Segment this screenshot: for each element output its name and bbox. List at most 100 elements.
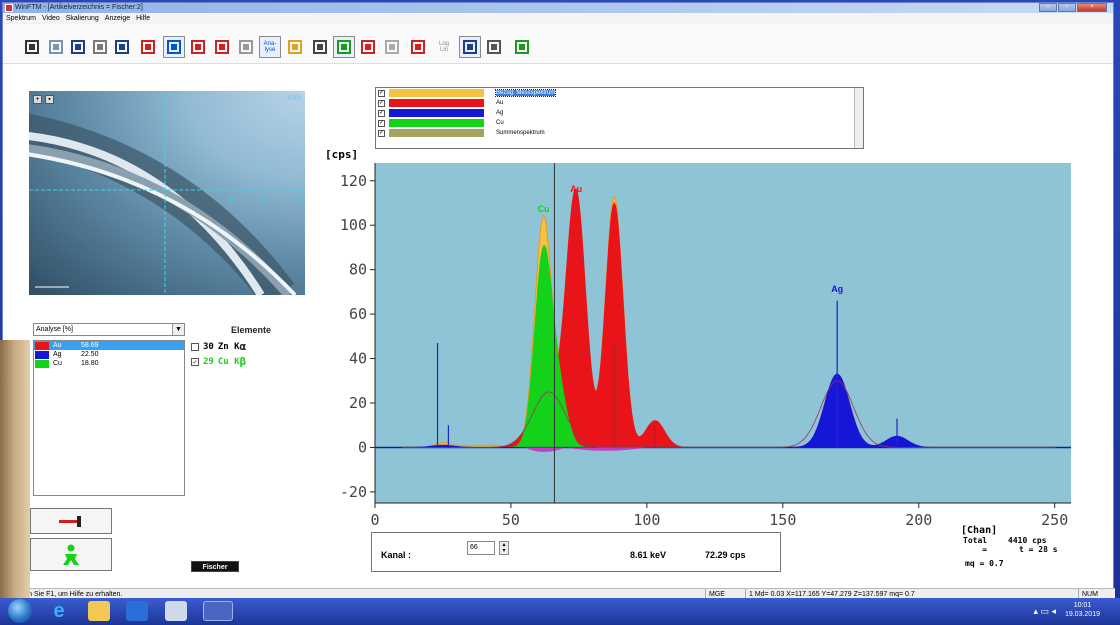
legend-row[interactable]: ✓ Ag: [376, 108, 863, 118]
x-tick-label: 150: [769, 511, 796, 529]
log-lin-icon[interactable]: Log Lin: [433, 36, 455, 58]
spectrum-axis-icon[interactable]: [407, 36, 429, 58]
legend-checkbox[interactable]: ✓: [378, 119, 385, 127]
fill-icon[interactable]: [459, 36, 481, 58]
single-spectrum-icon[interactable]: [357, 36, 379, 58]
peak-label: Cu: [538, 204, 550, 214]
start-button[interactable]: [8, 599, 32, 623]
clock[interactable]: 10:01 19.03.2019: [1065, 601, 1100, 619]
zoom-icon[interactable]: [21, 36, 43, 58]
background-photo-edge: [0, 340, 30, 598]
legend-label: Bezug: Messspektrum: [494, 89, 557, 97]
winftm-taskbar-icon[interactable]: [203, 601, 233, 621]
y-tick-label: 20: [349, 394, 367, 412]
total-label: Total =: [963, 536, 988, 554]
running-man-icon: [63, 544, 79, 565]
analysis-list: Au 58.69 Ag 22.50 Cu 18.80: [33, 340, 185, 496]
tools-icon[interactable]: [89, 36, 111, 58]
element-checkbox-zn[interactable]: [191, 342, 199, 351]
analysis-row[interactable]: Cu 18.80: [34, 359, 184, 368]
open-icon[interactable]: [45, 36, 67, 58]
element-number: 29: [203, 356, 214, 367]
x-tick-label: 50: [502, 511, 520, 529]
spectrum-view-icon[interactable]: [333, 36, 355, 58]
z-spectrum-icon[interactable]: [187, 36, 209, 58]
element-label: Cu K: [217, 356, 240, 367]
clock-time: 10:01: [1073, 602, 1092, 609]
x-axis-unit: [Chan]: [961, 525, 998, 536]
camera-view[interactable]: 2 3 4 + ▪ mm: [29, 91, 305, 295]
analysis-element: Ag: [53, 351, 62, 358]
minimize-button[interactable]: –: [1039, 3, 1057, 12]
exit-icon[interactable]: [483, 36, 505, 58]
analysis-dropdown-value: Analyse [%]: [36, 326, 73, 333]
legend-label: Cu: [496, 120, 504, 126]
folder-icon[interactable]: [88, 601, 110, 621]
analysis-dropdown[interactable]: Analyse [%] ▼: [33, 323, 185, 336]
analysis-row[interactable]: Au 58.69: [34, 341, 184, 350]
edit-icon[interactable]: [511, 36, 533, 58]
status-bar: Drücken Sie F1, um Hilfe zu erhalten. MG…: [3, 588, 1115, 600]
element-checkbox-cu[interactable]: ✓: [191, 357, 199, 366]
plot-area: [375, 163, 1071, 503]
window-title: WinFTM - [Artikelverzeichnis = Fischer:2…: [15, 4, 143, 11]
analysis-row[interactable]: Ag 22.50: [34, 350, 184, 359]
peaks-icon[interactable]: [211, 36, 233, 58]
analyse-button[interactable]: Ana- lyse: [259, 36, 281, 58]
media-player-icon[interactable]: [126, 601, 148, 621]
compare-icon[interactable]: [235, 36, 257, 58]
loglin-label: Log Lin: [438, 41, 449, 53]
operator-button[interactable]: [30, 538, 112, 571]
camera-zoom-icon[interactable]: +: [33, 95, 42, 104]
legend-row[interactable]: ✓ Bezug: Messspektrum: [376, 88, 863, 98]
legend-row[interactable]: ✓ Au: [376, 98, 863, 108]
analyse-label: Ana- lyse: [263, 41, 277, 53]
save-icon[interactable]: [67, 36, 89, 58]
menu-hilfe[interactable]: Hilfe: [136, 15, 151, 22]
legend-checkbox[interactable]: ✓: [378, 129, 385, 137]
status-help: Drücken Sie F1, um Hilfe zu erhalten.: [6, 591, 123, 598]
tray-icons: ▴ ▭ ◂: [1033, 606, 1056, 616]
menu-anzeige[interactable]: Anzeige: [104, 15, 131, 22]
start-measure-button[interactable]: [30, 508, 112, 534]
print-icon[interactable]: [111, 36, 133, 58]
legend-row[interactable]: ✓ Cu: [376, 118, 863, 128]
settings-icon[interactable]: [309, 36, 331, 58]
close-button[interactable]: ×: [1077, 3, 1107, 12]
maximize-button[interactable]: ▫: [1058, 3, 1076, 12]
kanal-panel: Kanal : 66 ▴ ▾ 8.61 keV 72.29 cps: [371, 532, 781, 572]
legend-checkbox[interactable]: ✓: [378, 99, 385, 107]
analysis-value: 58.69: [81, 342, 99, 349]
status-num: NUM: [1078, 589, 1108, 600]
menu-bar: Spektrum Video Skalierung Anzeige Hilfe: [3, 13, 1113, 24]
residual-area: [524, 447, 647, 452]
svg-text:2: 2: [229, 196, 234, 206]
kanal-stepper[interactable]: ▴ ▾: [499, 541, 509, 555]
spectrum-icon[interactable]: [137, 36, 159, 58]
peak-label: Ag: [831, 284, 843, 294]
status-mode: MGE: [705, 589, 745, 600]
legend-row[interactable]: ✓ Summenspektrum: [376, 128, 863, 138]
svg-text:4: 4: [296, 196, 301, 206]
ie-icon[interactable]: e: [53, 600, 65, 622]
legend-checkbox[interactable]: ✓: [378, 89, 385, 97]
calculator-icon[interactable]: [165, 601, 187, 621]
y-axis-unit: [cps]: [325, 148, 359, 161]
chevron-down-icon[interactable]: ▼: [172, 324, 184, 335]
z-question-icon[interactable]: [163, 36, 185, 58]
analysis-value: 22.50: [81, 351, 99, 358]
menu-spektrum[interactable]: Spektrum: [6, 15, 36, 22]
element-label: Zn K: [217, 341, 240, 352]
camera-snapshot-icon[interactable]: ▪: [45, 95, 54, 104]
y-tick-label: 40: [349, 350, 367, 368]
spectrum-grey-icon[interactable]: [381, 36, 403, 58]
color-bars-icon[interactable]: [284, 36, 306, 58]
menu-skalierung[interactable]: Skalierung: [65, 15, 99, 22]
kanal-input[interactable]: 66: [467, 541, 495, 555]
legend-scrollbar[interactable]: [854, 88, 863, 148]
menu-video[interactable]: Video: [41, 15, 60, 22]
legend-checkbox[interactable]: ✓: [378, 109, 385, 117]
